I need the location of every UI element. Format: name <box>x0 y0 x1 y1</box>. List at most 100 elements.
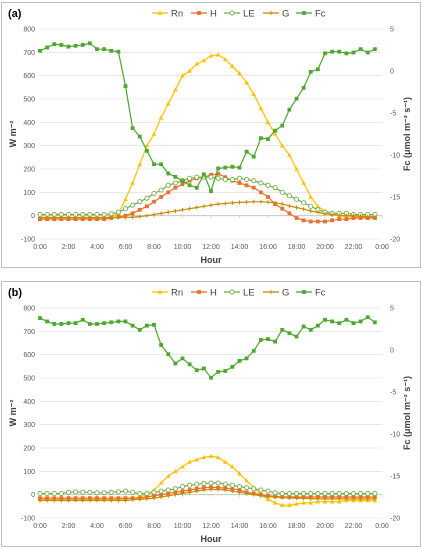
data-point-le <box>187 175 193 181</box>
data-point-le <box>265 182 271 188</box>
x-tick-label: 4:00 <box>90 244 104 251</box>
data-point-g <box>287 495 292 500</box>
data-point-le <box>115 489 121 495</box>
data-point-g <box>194 205 199 210</box>
data-point-fc <box>251 154 256 159</box>
data-point-rn <box>180 464 185 469</box>
legend-label: LE <box>243 288 255 299</box>
data-point-fc <box>237 165 242 170</box>
data-point-fc <box>152 162 156 167</box>
data-point-g <box>209 487 213 492</box>
data-point-rn <box>222 56 228 62</box>
legend-swatch-marker <box>269 290 273 294</box>
data-point-h <box>123 496 128 501</box>
data-point-g <box>52 215 57 220</box>
data-point-g <box>337 496 342 501</box>
data-point-g <box>95 215 99 220</box>
data-point-h <box>351 216 356 220</box>
data-point-fc <box>73 321 78 326</box>
data-point-le <box>343 490 349 497</box>
data-point-fc <box>66 44 71 49</box>
data-point-fc <box>372 320 377 325</box>
data-point-fc <box>280 327 285 332</box>
data-point-fc <box>216 166 221 171</box>
data-point-fc <box>173 361 178 366</box>
data-point-g <box>166 493 171 498</box>
data-point-fc <box>201 366 206 371</box>
data-point-h <box>130 211 135 216</box>
data-point-h <box>166 190 171 195</box>
series-fc <box>38 315 377 380</box>
legend-item-g: G <box>263 9 289 20</box>
data-point-g <box>223 201 228 206</box>
data-point-g <box>330 212 335 217</box>
data-point-g <box>116 498 121 503</box>
data-point-rn <box>265 119 271 125</box>
data-point-g <box>66 215 71 220</box>
data-point-fc <box>73 43 78 48</box>
data-point-rn <box>244 478 249 483</box>
data-point-g <box>38 215 42 220</box>
x-tick-label: 22:00 <box>345 244 363 251</box>
data-point-rn <box>294 501 299 506</box>
y-right-tick-label: -15 <box>390 474 400 481</box>
data-point-fc <box>102 47 107 52</box>
y-left-tick-label: 700 <box>23 329 35 336</box>
data-point-fc <box>187 183 192 188</box>
data-point-fc <box>308 69 313 74</box>
data-point-le <box>308 490 314 497</box>
data-point-le <box>301 490 307 497</box>
x-tick-label: 0:00 <box>375 523 389 530</box>
data-point-fc <box>237 359 242 363</box>
data-point-le <box>279 189 285 195</box>
data-point-h <box>180 489 185 494</box>
data-point-fc <box>87 322 92 326</box>
series-le <box>37 480 378 497</box>
data-point-h <box>116 496 121 501</box>
data-point-fc <box>166 171 171 176</box>
data-point-h <box>301 218 306 223</box>
data-point-le <box>251 178 257 184</box>
data-point-g <box>315 210 320 215</box>
data-point-fc <box>351 50 356 55</box>
y-right-tick-label: -15 <box>390 195 400 202</box>
data-point-fc <box>102 321 107 326</box>
data-point-rn <box>230 63 235 69</box>
data-point-fc <box>66 321 71 326</box>
data-point-rn <box>336 499 342 504</box>
data-point-g <box>258 199 263 204</box>
data-point-fc <box>230 364 235 369</box>
data-point-rn <box>173 468 178 474</box>
data-point-le <box>215 175 221 181</box>
data-point-g <box>230 489 235 494</box>
data-point-g <box>301 496 306 501</box>
data-point-le <box>108 211 114 217</box>
data-point-fc <box>358 47 363 52</box>
data-point-g <box>308 496 313 501</box>
x-tick-label: 16:00 <box>259 523 277 530</box>
y-left-tick-label: 100 <box>23 469 35 476</box>
data-point-h <box>109 496 114 501</box>
data-point-h <box>209 485 213 490</box>
data-point-g <box>216 487 221 492</box>
data-point-rn <box>208 453 214 458</box>
series-fc <box>38 41 377 194</box>
x-tick-label: 6:00 <box>119 523 133 530</box>
y-left-tick-label: -100 <box>21 516 35 523</box>
data-point-h <box>166 491 171 496</box>
x-tick-label: 10:00 <box>174 523 192 530</box>
data-point-fc <box>209 375 213 380</box>
data-point-fc <box>116 319 121 324</box>
legend-item-fc: Fc <box>296 288 326 299</box>
data-point-le <box>44 490 50 497</box>
data-point-g <box>301 207 306 212</box>
data-point-rn <box>151 131 157 136</box>
data-point-g <box>80 498 85 503</box>
data-point-g <box>45 498 50 503</box>
data-point-fc <box>159 343 164 347</box>
data-point-le <box>137 199 143 205</box>
data-point-g <box>251 492 256 497</box>
data-point-rn <box>237 70 242 76</box>
data-point-g <box>294 205 299 210</box>
data-point-fc <box>194 185 199 190</box>
